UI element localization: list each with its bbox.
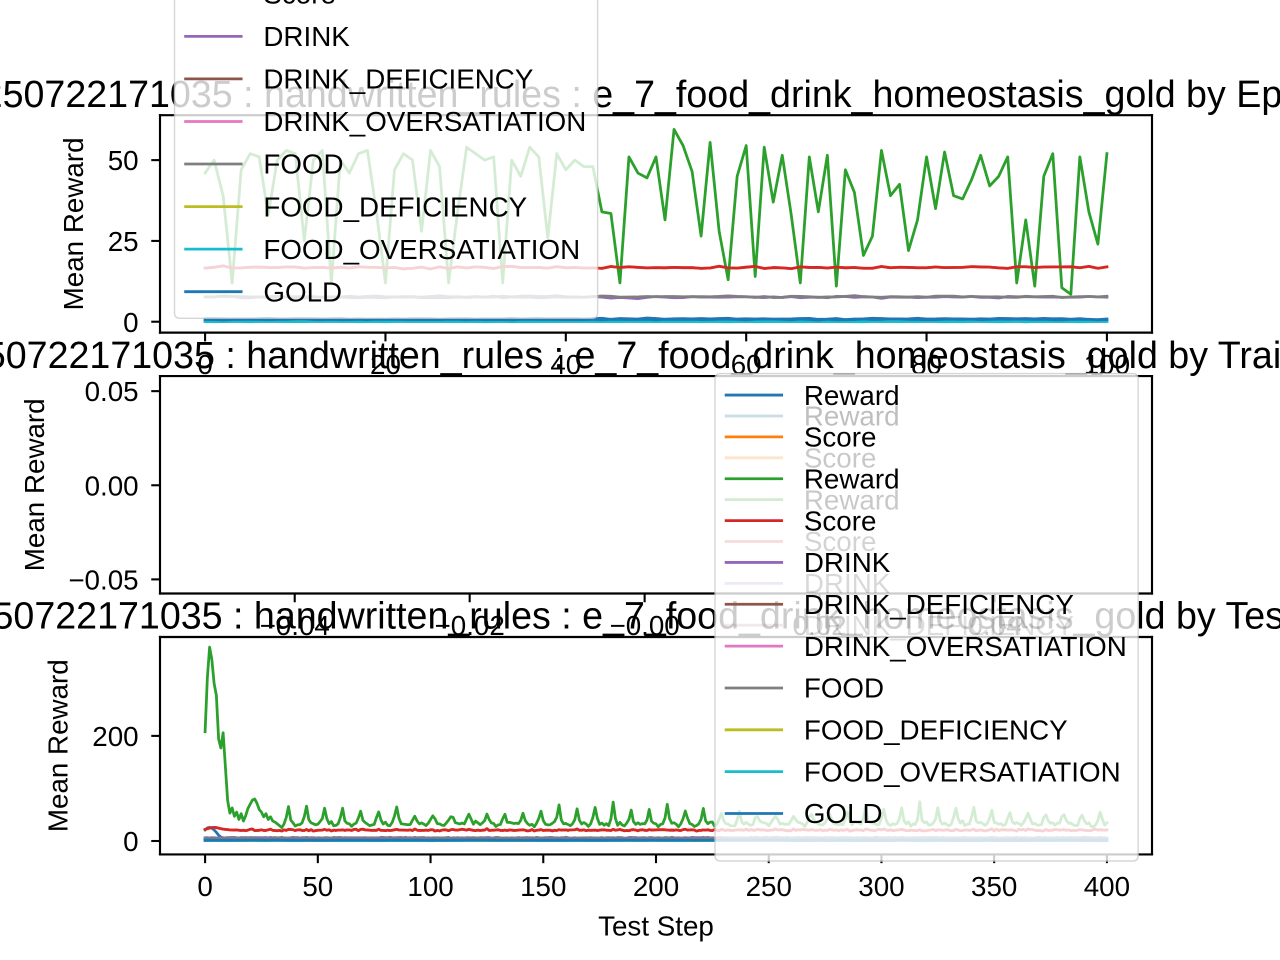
svg-text:GOLD: GOLD	[263, 276, 342, 307]
svg-text:25: 25	[108, 226, 139, 257]
svg-text:DRINK_DEFICIENCY: DRINK_DEFICIENCY	[804, 610, 1074, 641]
svg-text:−0.02: −0.02	[435, 610, 505, 641]
svg-text:DRINK_OVERSATIATION: DRINK_OVERSATIATION	[804, 631, 1127, 662]
svg-text:DRINK: DRINK	[804, 547, 891, 578]
svg-text:−0.00: −0.00	[609, 610, 679, 641]
svg-text:Mean Reward: Mean Reward	[58, 137, 89, 310]
svg-text:DRINK: DRINK	[804, 568, 891, 599]
svg-text:Score: Score	[804, 443, 877, 474]
svg-text:DRINK_OVERSATIATION: DRINK_OVERSATIATION	[263, 106, 586, 137]
svg-text:Reward: Reward	[804, 463, 900, 494]
svg-text:Mean Reward: Mean Reward	[19, 398, 50, 571]
svg-text:Score: Score	[804, 526, 877, 557]
svg-text:FOOD_OVERSATIATION: FOOD_OVERSATIATION	[263, 234, 580, 265]
svg-text:0: 0	[123, 307, 138, 338]
svg-text:FOOD: FOOD	[263, 149, 343, 180]
svg-text:50: 50	[108, 145, 139, 176]
svg-text:Score: Score	[804, 505, 877, 536]
svg-text:Reward: Reward	[804, 484, 900, 515]
svg-text:FOOD_DEFICIENCY: FOOD_DEFICIENCY	[263, 191, 527, 222]
svg-text:400: 400	[1084, 871, 1130, 902]
svg-text:20: 20	[370, 349, 401, 380]
svg-text:20250722171035 : handwritten_r: 20250722171035 : handwritten_rules : e_7…	[0, 334, 1280, 376]
svg-text:−0.04: −0.04	[260, 610, 330, 641]
svg-text:FOOD_OVERSATIATION: FOOD_OVERSATIATION	[804, 756, 1121, 787]
svg-text:350: 350	[971, 871, 1017, 902]
svg-text:0: 0	[197, 871, 212, 902]
svg-text:Reward: Reward	[804, 401, 900, 432]
svg-text:FOOD: FOOD	[804, 673, 884, 704]
svg-text:FOOD_DEFICIENCY: FOOD_DEFICIENCY	[804, 715, 1068, 746]
svg-text:Test Step: Test Step	[598, 911, 714, 942]
svg-text:40: 40	[550, 349, 581, 380]
svg-text:−0.05: −0.05	[68, 564, 138, 595]
svg-text:300: 300	[858, 871, 904, 902]
svg-text:Score: Score	[804, 422, 877, 453]
svg-text:100: 100	[407, 871, 453, 902]
svg-text:0: 0	[123, 826, 138, 857]
svg-text:DRINK_DEFICIENCY: DRINK_DEFICIENCY	[263, 64, 533, 95]
svg-text:GOLD: GOLD	[804, 798, 883, 829]
svg-text:200: 200	[92, 721, 138, 752]
svg-text:200: 200	[633, 871, 679, 902]
svg-text:0.05: 0.05	[85, 376, 139, 407]
svg-text:250: 250	[746, 871, 792, 902]
svg-text:Score: Score	[263, 0, 336, 9]
svg-text:Reward: Reward	[804, 380, 900, 411]
svg-text:DRINK: DRINK	[263, 21, 350, 52]
svg-text:0: 0	[197, 349, 212, 380]
svg-text:DRINK_DEFICIENCY: DRINK_DEFICIENCY	[804, 589, 1074, 620]
svg-text:0.00: 0.00	[85, 470, 139, 501]
svg-text:Mean Reward: Mean Reward	[43, 659, 74, 832]
svg-text:150: 150	[520, 871, 566, 902]
svg-text:50: 50	[302, 871, 333, 902]
